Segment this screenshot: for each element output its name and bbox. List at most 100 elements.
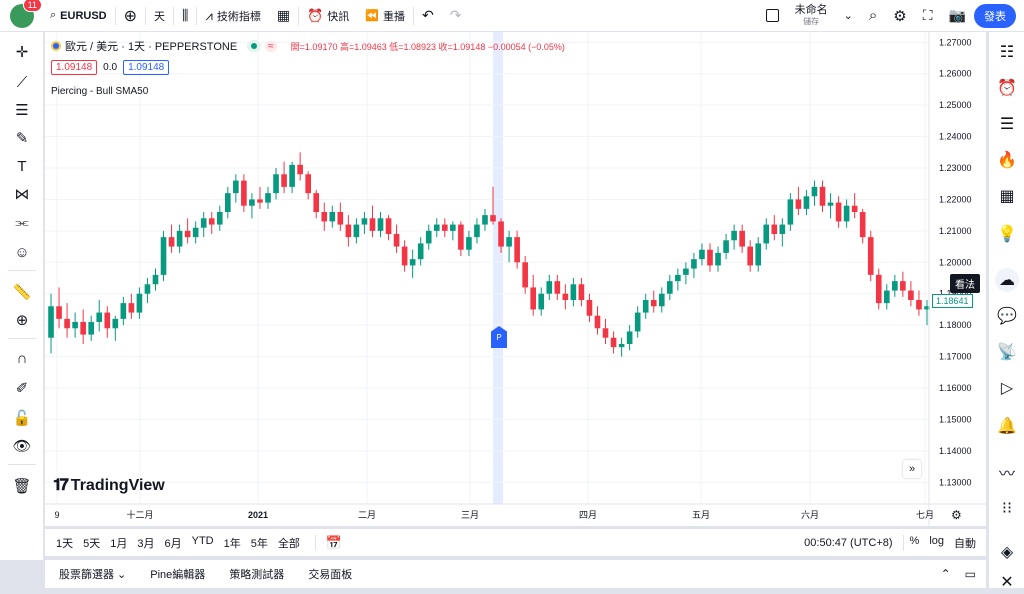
indicators-button[interactable]: ⩘ 技術指標 — [197, 0, 268, 32]
timeframe-button[interactable]: 5天 — [83, 537, 101, 550]
bottom-tab[interactable]: 股票篩選器 ⌄ — [59, 569, 127, 581]
scroll-to-latest-button[interactable]: » — [903, 460, 921, 478]
trendline-icon[interactable]: ⟋ — [16, 73, 28, 91]
interval-button[interactable]: 天 — [154, 10, 166, 23]
bottom-tab[interactable]: 交易面板 — [308, 569, 353, 581]
timeframe-list: 1天 5天 1月 3月 6月 YTD 1年 5年 全部 — [51, 535, 305, 551]
candle-body — [353, 224, 360, 238]
sell-button[interactable]: 1.09148 — [51, 60, 98, 75]
chart-canvas[interactable]: 1.27000 1.26000 1.25000 1.24000 1.23000 1.220… — [45, 32, 986, 526]
scale-option-button[interactable]: 自動 — [954, 537, 976, 550]
timeframe-button[interactable]: YTD — [191, 534, 214, 547]
bottom-tab[interactable]: 策略測試器 — [229, 569, 285, 581]
goto-date-button[interactable]: 📅 — [326, 535, 342, 551]
compare-button[interactable]: ⊕ — [116, 0, 145, 32]
grid-icon: ▦ — [276, 7, 291, 23]
chat-icon[interactable]: 💬 — [997, 308, 1017, 325]
scale-option-button[interactable]: % — [909, 534, 920, 547]
candle-body — [602, 328, 609, 338]
lock-icon[interactable]: 🔓 — [12, 410, 32, 427]
timeframe-button[interactable]: 全部 — [277, 537, 300, 550]
tradingview-watermark[interactable]: 𝟏𝟕 TradingView — [53, 477, 165, 495]
layers-icon[interactable]: ◈ — [1000, 544, 1014, 561]
ideas-icon[interactable]: 💡 — [997, 226, 1017, 243]
emoji-icon[interactable]: ☺ — [14, 243, 30, 261]
eu-flag-icon — [51, 41, 61, 51]
candle-body — [241, 180, 247, 206]
publish-button[interactable]: 發表 — [974, 3, 1016, 28]
chevron-up-icon: ⌃ — [940, 567, 951, 581]
candle-body — [691, 259, 697, 269]
timeframe-button[interactable]: 3月 — [137, 537, 155, 550]
text-icon[interactable]: T — [17, 157, 27, 175]
chart-wave-icon[interactable]: 〰 — [998, 466, 1015, 483]
templates-button[interactable]: ▦ — [269, 0, 298, 32]
gear-icon: ⚙ — [951, 508, 962, 522]
timeframe-button[interactable]: 1月 — [110, 537, 128, 550]
candle-body — [273, 174, 279, 194]
layout-toggle[interactable] — [758, 0, 787, 32]
alarm-clock-icon[interactable]: ⏰ — [997, 80, 1017, 97]
chart-type-button[interactable]: ⫼ — [174, 0, 196, 32]
object-tree-icon[interactable]: ☰ — [999, 116, 1015, 133]
prediction-icon[interactable]: ⫘ — [15, 213, 29, 231]
undo-button[interactable]: ↶ — [414, 0, 442, 32]
ruler-icon[interactable]: 📏 — [12, 284, 32, 301]
layout-name[interactable]: 未命名 儲存 — [787, 0, 836, 32]
scale-option-button[interactable]: log — [929, 534, 944, 547]
watchlist-icon[interactable]: ☷ — [999, 44, 1015, 61]
notifications-icon[interactable]: 🔔 — [997, 418, 1017, 435]
hotlist-icon[interactable]: 🔥 — [997, 152, 1017, 169]
redo-button[interactable]: ↷ — [442, 0, 470, 32]
buy-button[interactable]: 1.09148 — [123, 60, 170, 75]
calendar-icon[interactable]: ▦ — [999, 188, 1015, 205]
trash-icon[interactable]: 🗑 — [12, 478, 32, 495]
maximize-panel-button[interactable]: ▭ — [965, 567, 976, 581]
quick-search-button[interactable]: ⌕ — [861, 0, 885, 32]
magnet-icon[interactable]: ∩ — [16, 349, 28, 367]
candle-body — [184, 230, 191, 238]
layout-menu[interactable]: ⌄ — [836, 0, 861, 32]
candle-body — [908, 290, 914, 300]
brush-icon[interactable]: ✎ — [15, 130, 29, 147]
candle-body — [811, 186, 818, 197]
eye-icon[interactable]: 👁 — [12, 438, 32, 455]
zoom-in-icon[interactable]: ⊕ — [15, 312, 29, 329]
snapshot-button[interactable]: 📷 — [941, 0, 974, 32]
fib-icon[interactable]: ☰ — [15, 102, 29, 119]
candle-body — [867, 237, 874, 275]
dom-icon[interactable]: ⁝⁝ — [1001, 500, 1013, 517]
settings-button[interactable]: ⚙ — [885, 0, 914, 32]
fullscreen-button[interactable]: ⛶ — [915, 0, 941, 32]
collapse-panel-button[interactable]: ⌃ — [941, 567, 951, 581]
fullscreen-icon: ⛶ — [922, 7, 933, 23]
play-circle-icon[interactable]: ▷ — [1000, 380, 1014, 397]
replay-label: 重播 — [382, 10, 405, 23]
pattern-icon[interactable]: ⋈ — [14, 186, 30, 203]
price-tick-label: 1.22000 — [939, 194, 972, 204]
user-avatar[interactable]: 11 — [10, 0, 42, 28]
pair-label[interactable]: 歐元 / 美元 · 1天 · PEPPERSTONE — [65, 41, 238, 53]
pencil-lock-icon[interactable]: ✐ — [15, 380, 29, 397]
indicator-legend[interactable]: Piercing - Bull SMA50 — [51, 86, 149, 97]
axis-settings-button[interactable]: ⚙ — [951, 508, 962, 522]
timeframe-button[interactable]: 6月 — [164, 537, 182, 550]
clock[interactable]: 00:50:47 (UTC+8) — [804, 536, 893, 549]
timeframe-button[interactable]: 1年 — [223, 537, 241, 550]
replay-button[interactable]: ⏪ 重播 — [357, 0, 413, 32]
candle-body — [112, 318, 119, 329]
chart-pane[interactable]: 1.27000 1.26000 1.25000 1.24000 1.23000 1.220… — [45, 32, 986, 526]
bottom-tab[interactable]: Pine編輯器 — [150, 569, 206, 581]
close-icon[interactable]: ✕ — [1000, 574, 1014, 591]
candle-body — [916, 300, 922, 310]
timeframe-button[interactable]: 1天 — [56, 537, 74, 550]
alerts-button[interactable]: ⏰ 快訊 — [299, 0, 357, 32]
timeframe-button[interactable]: 5年 — [250, 537, 268, 550]
streams-icon[interactable]: 📡 — [997, 344, 1017, 361]
pattern-marker[interactable]: P — [491, 326, 507, 348]
crosshair-icon[interactable]: ✛ — [15, 44, 29, 61]
layout-save-label: 儲存 — [803, 16, 820, 26]
symbol-search[interactable]: ⌕ EURUSD — [42, 0, 115, 32]
minds-icon[interactable]: ☁ — [995, 268, 1019, 292]
price-tick-label: 1.17000 — [939, 352, 972, 362]
